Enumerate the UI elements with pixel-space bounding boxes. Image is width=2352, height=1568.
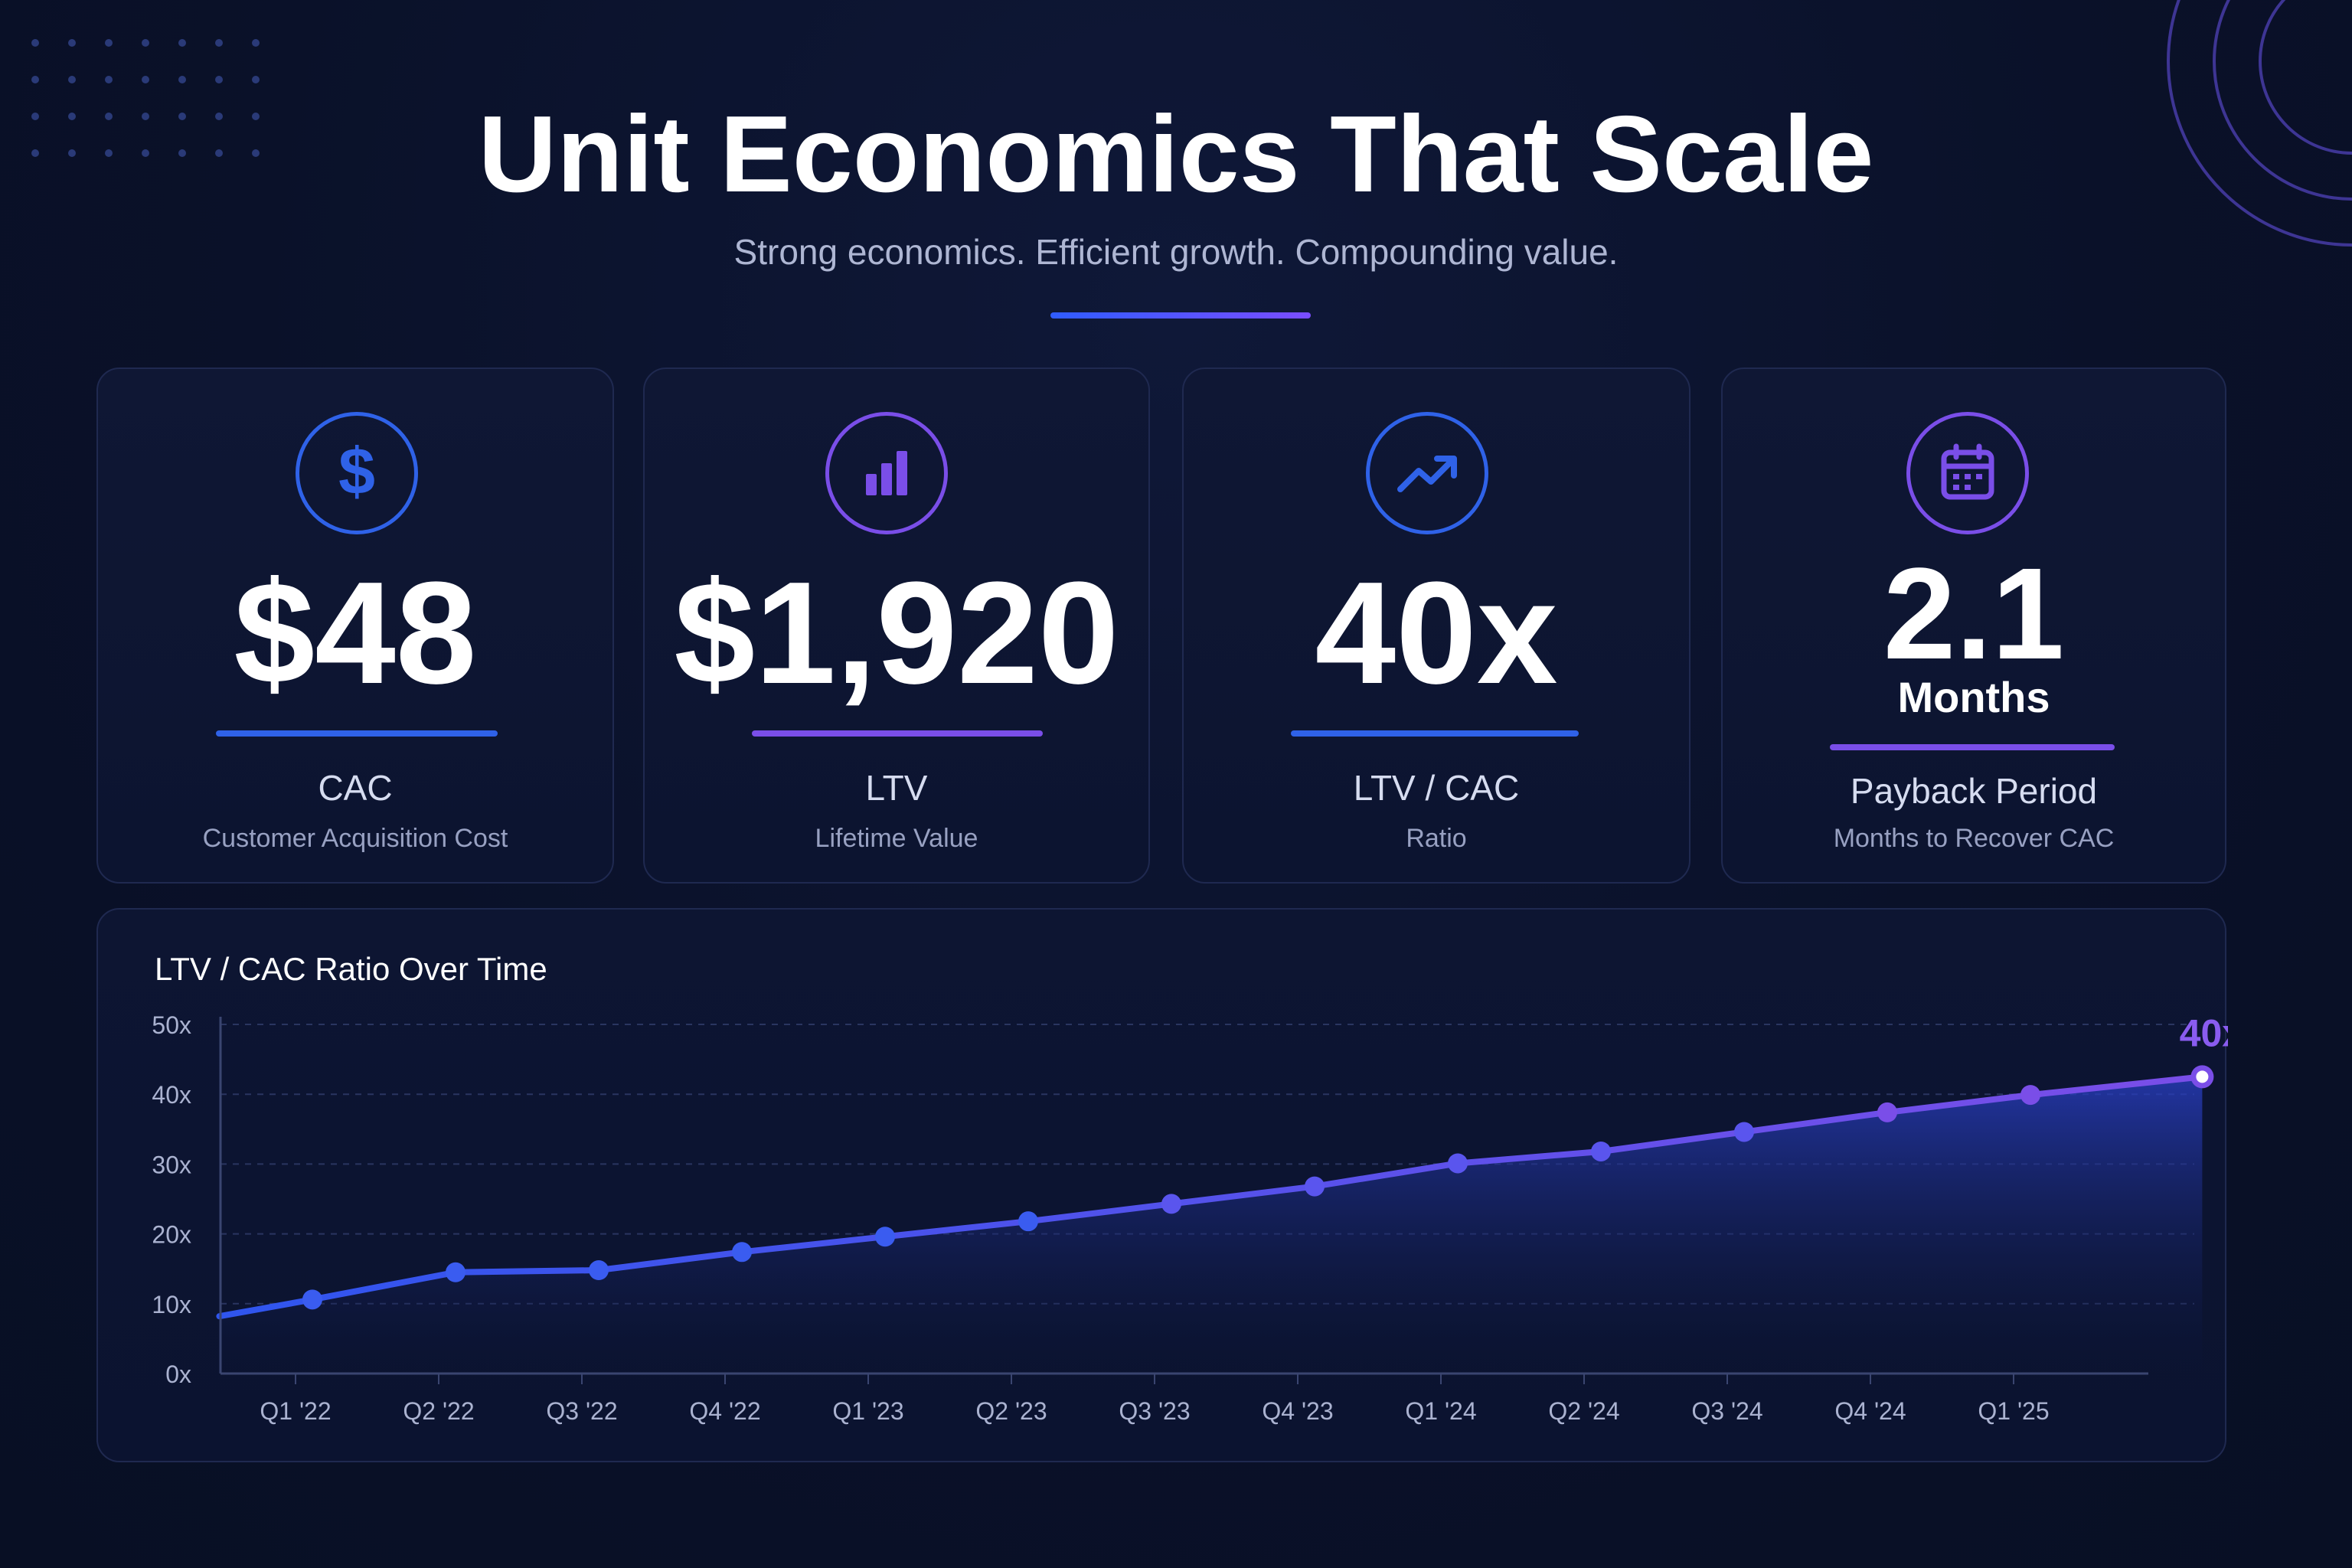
metric-description: Customer Acquisition Cost — [202, 824, 508, 853]
metric-description: Months to Recover CAC — [1833, 824, 2115, 853]
y-tick-label: 50x — [152, 1011, 191, 1039]
metric-card-ltv-cac: 40x LTV / CAC Ratio — [1182, 368, 1690, 884]
metric-value: $48 — [234, 552, 477, 714]
x-tick-label: Q1 '24 — [1405, 1397, 1476, 1425]
x-tick-label: Q3 '24 — [1691, 1397, 1762, 1425]
data-point — [1018, 1211, 1038, 1232]
data-point — [1734, 1122, 1754, 1142]
y-tick-label: 0x — [165, 1361, 191, 1388]
decorative-dot-grid — [31, 39, 260, 157]
metric-value: $1,920 — [674, 552, 1119, 714]
metric-label: CAC — [318, 768, 393, 808]
metric-accent-bar — [1291, 730, 1579, 737]
metric-description: Lifetime Value — [815, 824, 978, 853]
metric-accent-bar — [216, 730, 498, 737]
y-tick-label: 30x — [152, 1151, 191, 1178]
x-tick-label: Q2 '23 — [975, 1397, 1047, 1425]
metric-accent-bar — [752, 730, 1043, 737]
y-tick-label: 20x — [152, 1221, 191, 1249]
metric-value: 40x — [1315, 552, 1558, 714]
dollar-icon: $ — [296, 412, 418, 534]
y-tick-label: 10x — [152, 1291, 191, 1318]
data-point — [2020, 1085, 2040, 1106]
y-tick-label: 40x — [152, 1081, 191, 1109]
data-point — [1305, 1176, 1325, 1197]
data-point — [302, 1289, 322, 1310]
title-divider — [1050, 312, 1311, 318]
data-point — [875, 1227, 895, 1247]
x-tick-label: Q4 '23 — [1262, 1397, 1333, 1425]
x-tick-label: Q2 '24 — [1548, 1397, 1619, 1425]
metric-description: Ratio — [1406, 824, 1467, 853]
page-title: Unit Economics That Scale — [478, 93, 1874, 215]
x-tick-label: Q3 '23 — [1119, 1397, 1190, 1425]
data-point — [732, 1242, 752, 1263]
x-tick-label: Q4 '22 — [689, 1397, 760, 1425]
series-area — [219, 1076, 2203, 1374]
data-point — [1877, 1102, 1897, 1122]
metric-accent-bar — [1830, 744, 2115, 750]
metric-label: LTV — [865, 768, 928, 808]
metric-unit: Months — [1897, 673, 2050, 721]
metric-label: LTV / CAC — [1353, 768, 1520, 808]
data-point — [446, 1262, 466, 1282]
decorative-rings — [2167, 0, 2352, 247]
x-tick-label: Q1 '22 — [260, 1397, 331, 1425]
x-tick-label: Q4 '24 — [1834, 1397, 1906, 1425]
chart-title: LTV / CAC Ratio Over Time — [155, 951, 547, 987]
data-point — [1591, 1141, 1611, 1161]
ltv-cac-line-chart: 0x 10x 20x 30x 40x 50x Q1 '22 Q2 '22 Q3 '22 Q4 '2… — [152, 1011, 2228, 1425]
metric-label: Payback Period — [1850, 771, 2098, 811]
data-point — [1448, 1153, 1468, 1174]
end-value-label: 40x — [2180, 1011, 2228, 1054]
page-subtitle: Strong economics. Efficient growth. Comp… — [733, 232, 1619, 272]
bar-chart-icon — [825, 412, 948, 534]
metric-card-payback: 2.1 Months Payback Period Months to Reco… — [1721, 368, 2226, 884]
metric-value: 2.1 — [1883, 541, 2065, 687]
calendar-icon — [1906, 412, 2029, 534]
data-point — [1161, 1194, 1181, 1214]
x-tick-label: Q2 '22 — [403, 1397, 474, 1425]
metric-card-cac: $ $48 CAC Customer Acquisition Cost — [96, 368, 614, 884]
metric-card-ltv: $1,920 LTV Lifetime Value — [643, 368, 1150, 884]
x-tick-label: Q3 '22 — [546, 1397, 617, 1425]
data-point-endpoint-center — [2196, 1070, 2209, 1083]
chart-card: LTV / CAC Ratio Over Time 0x 10x 20x 30x 40x… — [96, 908, 2228, 1462]
svg-text:$: $ — [338, 439, 375, 508]
trending-up-icon — [1366, 412, 1488, 534]
x-tick-label: Q1 '25 — [1978, 1397, 2049, 1425]
data-point — [589, 1260, 609, 1281]
x-tick-label: Q1 '23 — [832, 1397, 903, 1425]
